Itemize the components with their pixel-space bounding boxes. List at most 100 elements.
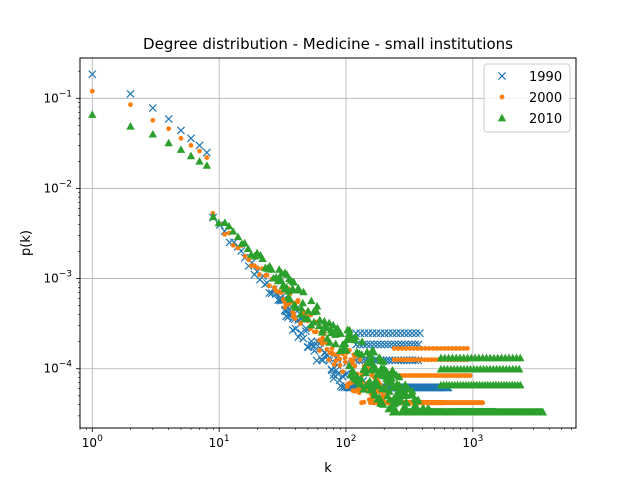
data-point-2010	[387, 378, 397, 387]
data-point-2010	[361, 364, 370, 373]
data-point-2010	[314, 321, 324, 330]
data-point-1990	[195, 141, 204, 150]
data-point-2010	[340, 339, 350, 347]
data-point-2000	[242, 253, 248, 259]
legend: 1990 2000 2010	[483, 63, 571, 133]
data-point-2000	[446, 346, 451, 351]
data-point-2010	[228, 227, 238, 235]
data-point-2010	[367, 352, 376, 361]
marker-stroke	[303, 343, 312, 352]
data-point-2000	[197, 148, 202, 154]
y-tick-label-exponent: −3	[59, 270, 72, 280]
data-point-1990	[299, 334, 308, 343]
data-point-2000	[457, 346, 463, 351]
data-point-1990	[291, 324, 300, 333]
marker-stroke	[253, 267, 262, 276]
x-tick-label-base: 10	[209, 436, 224, 450]
data-point-2000	[257, 272, 262, 278]
data-point-1990	[176, 126, 185, 135]
data-point-2010	[176, 145, 186, 153]
data-point-2010	[303, 314, 313, 323]
marker-stroke	[387, 340, 396, 349]
data-point-2000	[331, 362, 337, 367]
y-tick-label: 10−3	[43, 270, 72, 286]
data-point-1990	[88, 70, 97, 79]
data-point-2010	[370, 389, 379, 397]
data-point-1990	[392, 329, 401, 338]
data-point-1990	[369, 340, 379, 349]
marker-stroke	[361, 356, 370, 365]
data-point-2000	[419, 346, 424, 351]
data-point-2010	[336, 329, 345, 337]
marker-stroke	[411, 329, 421, 338]
y-tick-label-base: 10	[43, 91, 58, 105]
y-tick-label-exponent: −2	[59, 179, 72, 189]
data-point-2000	[266, 283, 272, 289]
data-point-2000	[230, 242, 236, 248]
data-point-1990	[400, 329, 409, 338]
marker-stroke	[415, 329, 424, 338]
data-point-1990	[383, 340, 393, 349]
data-point-1990	[126, 89, 135, 98]
data-point-2010	[386, 402, 396, 410]
data-point-2000	[449, 346, 455, 351]
x-tick-label: 103	[462, 434, 483, 450]
data-point-2010	[88, 110, 97, 118]
data-point-1990	[309, 342, 319, 351]
x-tick-label-base: 10	[462, 436, 477, 450]
data-point-2010	[385, 387, 394, 395]
legend-label: 2010	[529, 112, 562, 127]
data-point-2000	[423, 346, 428, 351]
data-point-2010	[412, 402, 421, 411]
data-point-2000	[480, 400, 486, 406]
marker-stroke	[400, 329, 409, 338]
data-point-1990	[294, 333, 303, 342]
data-point-2010	[317, 328, 327, 336]
data-point-2000	[399, 346, 405, 351]
marker-stroke	[383, 340, 393, 349]
data-point-2010	[348, 366, 357, 374]
legend-label: 2000	[529, 91, 562, 106]
marker-stroke	[373, 340, 382, 349]
marker-stroke	[291, 324, 300, 333]
data-point-1990	[404, 329, 413, 338]
data-point-1990	[307, 341, 316, 350]
marker-stroke	[408, 329, 417, 338]
data-point-1990	[396, 329, 405, 338]
data-point-2010	[373, 380, 383, 388]
data-point-2000	[432, 357, 438, 363]
marker-stroke	[358, 356, 367, 365]
legend-marker-2010	[497, 113, 507, 122]
marker-stroke	[88, 70, 97, 79]
data-point-2010	[220, 218, 230, 226]
marker-stroke	[377, 340, 386, 349]
legend-box	[483, 63, 571, 133]
data-point-2010	[289, 277, 299, 286]
data-point-2010	[267, 265, 276, 273]
data-point-2000	[342, 359, 348, 365]
marker-stroke	[237, 247, 246, 256]
data-point-2010	[379, 400, 388, 408]
marker-stroke	[294, 333, 303, 342]
data-point-2000	[326, 357, 332, 363]
marker-stroke	[126, 89, 135, 98]
data-point-2010	[258, 254, 267, 263]
marker-stroke	[195, 141, 204, 150]
data-point-1990	[377, 340, 386, 349]
marker-stroke	[202, 148, 211, 157]
data-point-2010	[288, 284, 297, 292]
y-axis-label: p(k)	[19, 230, 34, 256]
data-point-1990	[408, 329, 417, 338]
marker-stroke	[299, 334, 308, 343]
data-point-2000	[166, 126, 172, 132]
data-point-2000	[204, 155, 210, 160]
data-point-2010	[312, 307, 321, 315]
data-point-2010	[396, 395, 406, 404]
data-point-2010	[233, 232, 243, 241]
data-point-1990	[415, 329, 424, 338]
y-tick-label-exponent: −1	[59, 89, 72, 99]
data-point-2010	[357, 337, 367, 345]
data-point-1990	[380, 340, 389, 349]
data-point-2000	[314, 329, 319, 335]
